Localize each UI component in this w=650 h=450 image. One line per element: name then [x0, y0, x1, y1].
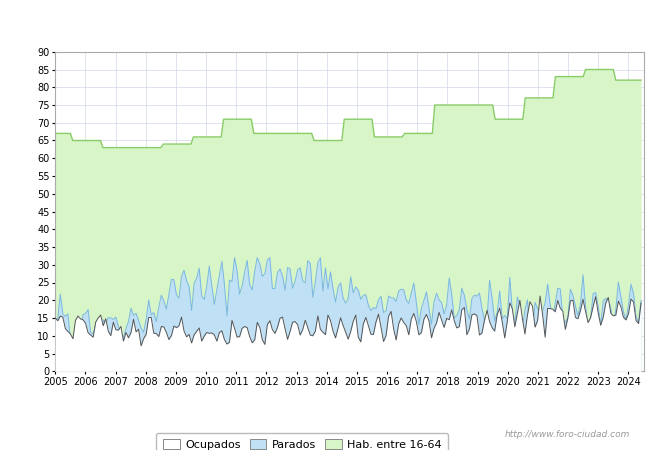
Legend: Ocupados, Parados, Hab. entre 16-64: Ocupados, Parados, Hab. entre 16-64 [156, 432, 448, 450]
Text: http://www.foro-ciudad.com: http://www.foro-ciudad.com [505, 430, 630, 439]
Text: Mediana de Voltoya - Evolucion de la poblacion en edad de Trabajar Mayo de 2024: Mediana de Voltoya - Evolucion de la pob… [36, 17, 614, 30]
